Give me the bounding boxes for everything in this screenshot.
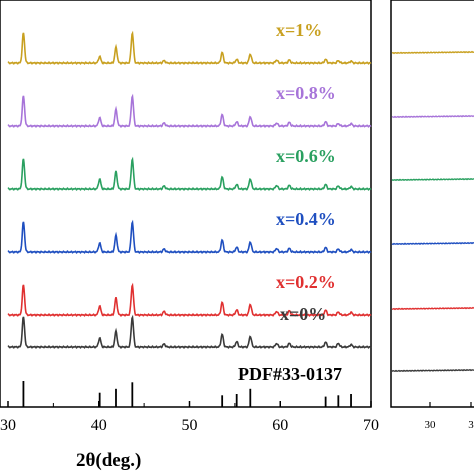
series-label-4: x=0.2% bbox=[276, 272, 336, 292]
main-x-ticks: 30 40 50 60 70 bbox=[0, 401, 379, 434]
main-x-axis-title: 2θ(deg.) bbox=[76, 450, 141, 471]
inset-plot-frame bbox=[390, 0, 474, 408]
series-line-5 bbox=[7, 314, 372, 349]
inset-series-line-1 bbox=[391, 114, 474, 119]
main-x-tick-label-0: 30 bbox=[0, 417, 16, 434]
main-x-tick-label-3: 60 bbox=[272, 417, 288, 434]
main-x-tick-label-4: 70 bbox=[363, 417, 379, 434]
inset-series-line-2 bbox=[391, 177, 474, 182]
series-label-5: x=0% bbox=[280, 304, 326, 324]
inset-x-ticks: 30 3 bbox=[425, 402, 474, 431]
main-plot-frame bbox=[0, 0, 372, 408]
inset-series-group bbox=[391, 50, 474, 373]
main-series-labels: x=1% x=0.8% x=0.6% x=0.4% x=0.2% x=0% bbox=[276, 20, 336, 324]
series-label-0: x=1% bbox=[276, 20, 322, 40]
inset-x-tick-label-0: 30 bbox=[425, 419, 437, 431]
series-label-1: x=0.8% bbox=[276, 83, 336, 103]
inset-series-line-0 bbox=[391, 50, 474, 55]
main-x-tick-label-1: 40 bbox=[91, 417, 107, 434]
reference-peaks bbox=[22, 381, 352, 407]
series-line-3 bbox=[7, 219, 372, 254]
inset-series-line-4 bbox=[391, 306, 474, 311]
inset-series-line-5 bbox=[391, 368, 474, 373]
series-label-2: x=0.6% bbox=[276, 146, 336, 166]
series-line-0 bbox=[7, 30, 372, 65]
inset-x-tick-label-1: 3 bbox=[468, 419, 474, 431]
main-series-group bbox=[7, 30, 372, 349]
series-line-4 bbox=[7, 282, 372, 317]
inset-series-line-3 bbox=[391, 241, 474, 246]
main-x-tick-label-2: 50 bbox=[182, 417, 198, 434]
series-label-3: x=0.4% bbox=[276, 209, 336, 229]
reference-label: PDF#33-0137 bbox=[238, 364, 342, 384]
series-line-2 bbox=[7, 156, 372, 191]
series-line-1 bbox=[7, 93, 372, 128]
